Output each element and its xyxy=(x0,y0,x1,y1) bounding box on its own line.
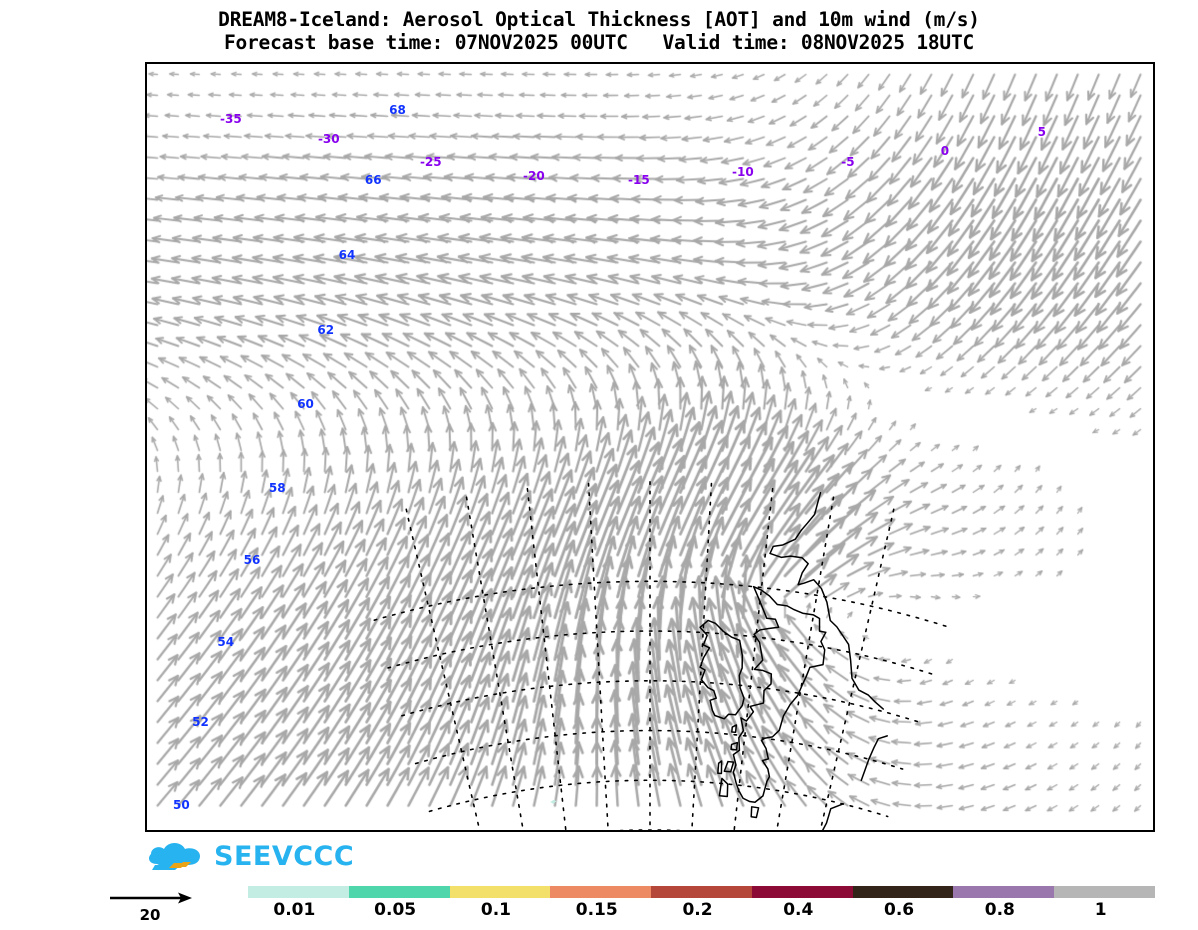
colorbar-tick: 0.1 xyxy=(480,900,511,920)
coastline-jutland xyxy=(860,735,889,782)
colorbar-tick: 0.05 xyxy=(374,900,417,920)
coastline-layer xyxy=(699,491,889,830)
colorbar-segment xyxy=(1054,886,1156,898)
meridian xyxy=(405,508,481,830)
colorbar-tick: 0.01 xyxy=(273,900,316,920)
wind-scale-value: 20 xyxy=(139,906,161,924)
colorbar-segment xyxy=(852,886,954,898)
aot-colorbar[interactable]: 0.01 0.05 0.1 0.15 0.2 0.4 0.6 0.8 1 xyxy=(248,886,1156,926)
coastline-skye xyxy=(723,760,735,773)
meridian xyxy=(733,487,774,830)
wind-arrow-icon xyxy=(110,892,192,904)
colorbar-segment xyxy=(651,886,752,898)
logo-text: SEEVCCC xyxy=(214,840,355,872)
colorbar-segment xyxy=(550,886,652,898)
title-line-2: Forecast base time: 07NOV2025 00UTC Vali… xyxy=(223,31,975,54)
parallel xyxy=(428,779,889,818)
colorbar-tick: 0.8 xyxy=(984,900,1015,920)
parallel xyxy=(387,630,934,675)
aot-patch-north-atlantic xyxy=(550,799,557,804)
meridian xyxy=(776,496,835,830)
coastline-hebrides-lewis xyxy=(718,777,729,798)
colorbar-tick: 0.6 xyxy=(883,900,915,920)
colorbar-tick-labels: 0.01 0.05 0.1 0.15 0.2 0.4 0.6 0.8 1 xyxy=(248,900,1155,924)
colorbar-tick: 0.15 xyxy=(575,900,618,920)
meridian xyxy=(691,482,713,830)
wind-scale-reference: 20 xyxy=(108,890,208,926)
colorbar-segment xyxy=(449,886,551,898)
colorbar-tick: 1 xyxy=(1094,900,1107,920)
coastline-norway-coast xyxy=(821,803,844,830)
coastline-nw-europe xyxy=(769,529,885,710)
coastline-great-britain xyxy=(732,585,827,803)
chart-title-block: DREAM8-Iceland: Aerosol Optical Thicknes… xyxy=(0,8,1198,54)
meridian xyxy=(465,496,524,830)
coastline-islay xyxy=(731,724,738,734)
seevccc-logo: SEEVCCC xyxy=(145,836,354,876)
colorbar-tick: 0.4 xyxy=(783,900,814,920)
parallel xyxy=(414,729,904,770)
coastline-orkney xyxy=(750,806,760,819)
parallel xyxy=(401,679,919,723)
coastline-hebrides-uist xyxy=(717,760,723,775)
colorbar-tick: 0.2 xyxy=(682,900,713,920)
colorbar-segment xyxy=(248,886,349,898)
coastline-ireland xyxy=(699,619,745,720)
meridian xyxy=(819,508,895,830)
map-plot-area[interactable]: -35 -30 -25 -20 -15 -10 -5 0 5 68 66 64 62 60 58 56 54 52… xyxy=(145,62,1155,832)
coastline-france-w xyxy=(800,491,822,531)
colorbar-segment xyxy=(953,886,1055,898)
title-line-1: DREAM8-Iceland: Aerosol Optical Thicknes… xyxy=(218,8,980,31)
meridian xyxy=(526,487,567,830)
map-overlay-svg xyxy=(373,481,948,830)
cloud-icon xyxy=(149,843,201,870)
graticule-layer xyxy=(373,481,948,830)
coastline-mull xyxy=(730,741,739,751)
aot-shading-layer xyxy=(550,799,557,804)
parallel xyxy=(373,580,948,628)
meridian xyxy=(587,482,609,830)
colorbar-swatches xyxy=(248,886,1156,898)
colorbar-segment xyxy=(348,886,450,898)
colorbar-segment xyxy=(751,886,853,898)
